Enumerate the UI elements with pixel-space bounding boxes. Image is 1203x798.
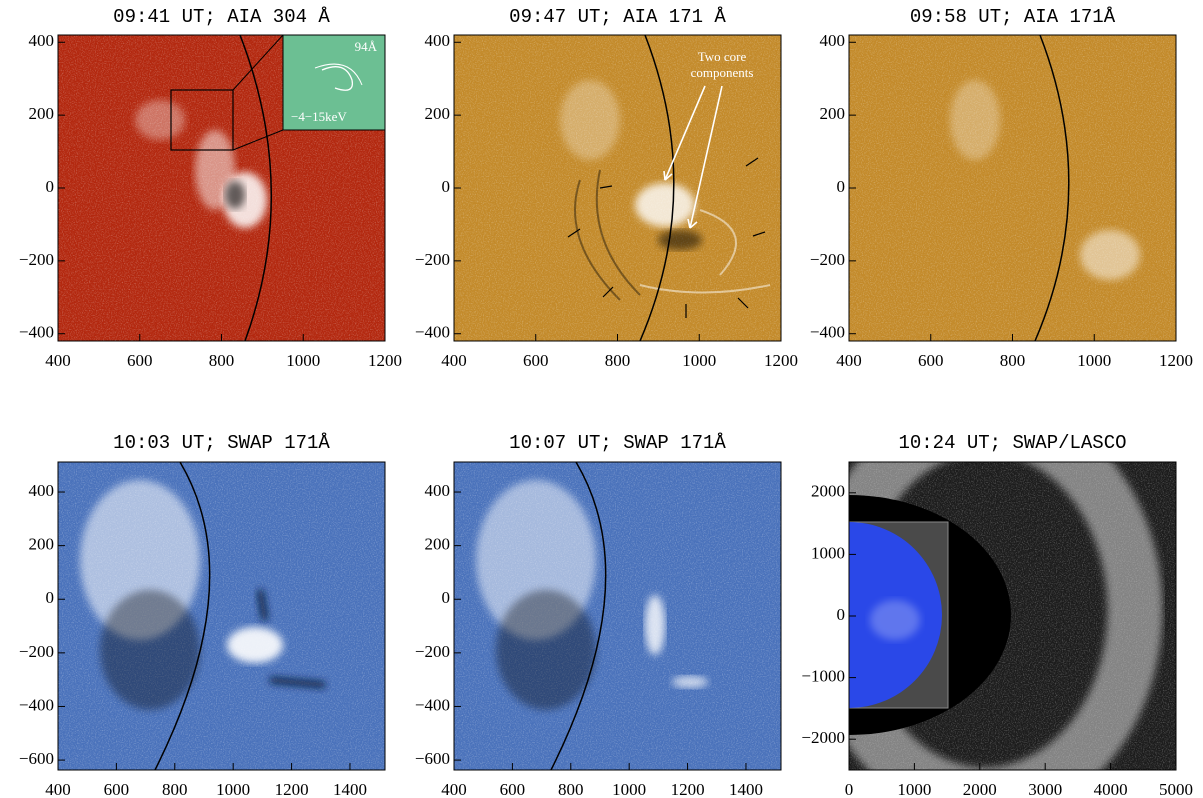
image-texture <box>849 35 1176 341</box>
x-tick-label: 1400 <box>729 780 763 798</box>
x-tick-label: 800 <box>162 780 188 798</box>
panel-title: 09:41 UT; AIA 304 Å <box>113 6 330 28</box>
y-tick-label: −200 <box>415 250 450 269</box>
y-tick-label: 200 <box>29 104 55 123</box>
y-tick-label: −200 <box>810 250 845 269</box>
annotation: Two core <box>698 49 747 64</box>
x-tick-label: 400 <box>836 351 862 370</box>
x-tick-label: 1000 <box>216 780 250 798</box>
y-tick-label: 0 <box>46 588 55 607</box>
x-tick-label: 1000 <box>1077 351 1111 370</box>
x-tick-label: 800 <box>605 351 631 370</box>
y-tick-label: −600 <box>19 749 54 768</box>
x-tick-label: 1000 <box>612 780 646 798</box>
panel-title: 10:24 UT; SWAP/LASCO <box>898 432 1126 454</box>
x-tick-label: 1200 <box>275 780 309 798</box>
x-tick-label: 3000 <box>1028 780 1062 798</box>
y-tick-label: 1000 <box>811 543 845 562</box>
x-tick-label: 1000 <box>897 780 931 798</box>
x-tick-label: 600 <box>127 351 153 370</box>
panel-title: 09:47 UT; AIA 171 Å <box>509 6 726 28</box>
y-tick-label: −400 <box>810 323 845 342</box>
y-tick-label: 200 <box>425 535 451 554</box>
y-tick-label: −600 <box>415 749 450 768</box>
inset-label: 94Å <box>355 39 378 54</box>
y-tick-label: 400 <box>425 481 451 500</box>
x-tick-label: 1200 <box>368 351 402 370</box>
y-tick-label: 200 <box>820 104 846 123</box>
x-tick-label: 800 <box>558 780 584 798</box>
x-tick-label: 800 <box>1000 351 1026 370</box>
y-tick-label: −1000 <box>801 667 845 686</box>
x-tick-label: 1400 <box>333 780 367 798</box>
x-tick-label: 800 <box>209 351 235 370</box>
x-tick-label: 600 <box>918 351 944 370</box>
axes: 09:41 UT; AIA 304 Å 400 600 800 1000 1200 −400… <box>19 6 1193 798</box>
panel-title: 10:03 UT; SWAP 171Å <box>113 432 330 454</box>
y-tick-label: −2000 <box>801 728 845 747</box>
y-tick-label: −400 <box>415 695 450 714</box>
y-tick-label: 0 <box>837 605 846 624</box>
y-tick-label: −400 <box>19 695 54 714</box>
y-tick-label: 400 <box>29 481 55 500</box>
y-tick-label: 400 <box>425 31 451 50</box>
annotation: components <box>691 65 754 80</box>
x-tick-label: 600 <box>104 780 130 798</box>
panel-title: 10:07 UT; SWAP 171Å <box>509 432 726 454</box>
y-tick-label: 400 <box>29 31 55 50</box>
axes-frame <box>57 461 386 771</box>
x-tick-label: 4000 <box>1094 780 1128 798</box>
x-tick-label: 1000 <box>682 351 716 370</box>
x-tick-label: 1200 <box>764 351 798 370</box>
x-tick-label: 400 <box>441 351 467 370</box>
x-tick-label: 1200 <box>1159 351 1193 370</box>
x-tick-label: 1200 <box>671 780 705 798</box>
y-tick-label: 0 <box>442 177 451 196</box>
inset-label: −4−15keV <box>291 109 347 124</box>
x-tick-label: 400 <box>45 351 71 370</box>
image-texture <box>454 35 781 341</box>
x-tick-label: 400 <box>441 780 467 798</box>
y-tick-label: 2000 <box>811 482 845 501</box>
y-tick-label: 0 <box>837 177 846 196</box>
y-tick-label: −200 <box>19 642 54 661</box>
panel-title: 09:58 UT; AIA 171Å <box>910 6 1116 28</box>
y-tick-label: 0 <box>442 588 451 607</box>
x-tick-label: 5000 <box>1159 780 1193 798</box>
y-tick-label: −200 <box>415 642 450 661</box>
x-tick-label: 2000 <box>963 780 997 798</box>
x-tick-label: 400 <box>45 780 71 798</box>
y-tick-label: 200 <box>425 104 451 123</box>
y-tick-label: 400 <box>820 31 846 50</box>
features: 94Å −4−15keV Two core components <box>80 35 1163 770</box>
x-tick-label: 0 <box>845 780 854 798</box>
x-tick-label: 600 <box>500 780 526 798</box>
x-tick-label: 600 <box>523 351 549 370</box>
y-tick-label: −400 <box>19 323 54 342</box>
y-tick-label: −200 <box>19 250 54 269</box>
x-tick-label: 1000 <box>286 351 320 370</box>
y-tick-label: 0 <box>46 177 55 196</box>
y-tick-label: 200 <box>29 535 55 554</box>
axes-frame <box>453 461 782 771</box>
y-tick-label: −400 <box>415 323 450 342</box>
